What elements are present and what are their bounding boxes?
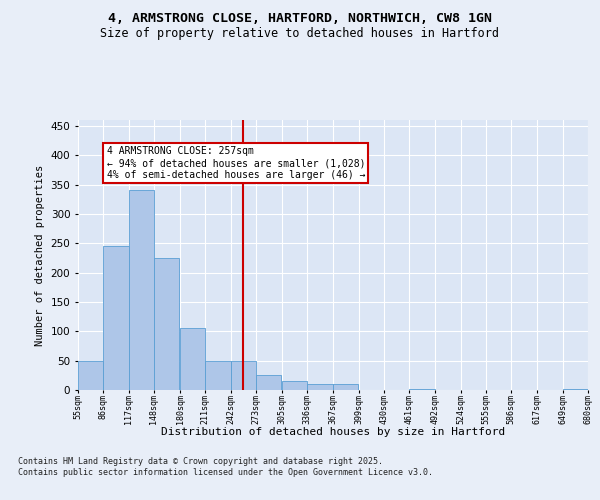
Text: 4 ARMSTRONG CLOSE: 257sqm
← 94% of detached houses are smaller (1,028)
4% of sem: 4 ARMSTRONG CLOSE: 257sqm ← 94% of detac… xyxy=(107,146,365,180)
Bar xyxy=(332,384,358,390)
Bar xyxy=(256,376,281,390)
Bar xyxy=(180,328,205,390)
Text: Contains HM Land Registry data © Crown copyright and database right 2025.
Contai: Contains HM Land Registry data © Crown c… xyxy=(18,458,433,477)
Bar xyxy=(563,389,588,390)
Bar xyxy=(282,381,307,390)
Bar xyxy=(103,246,128,390)
Bar xyxy=(409,389,434,390)
Y-axis label: Number of detached properties: Number of detached properties xyxy=(35,164,45,346)
Bar xyxy=(205,360,230,390)
Text: 4, ARMSTRONG CLOSE, HARTFORD, NORTHWICH, CW8 1GN: 4, ARMSTRONG CLOSE, HARTFORD, NORTHWICH,… xyxy=(108,12,492,26)
Text: Size of property relative to detached houses in Hartford: Size of property relative to detached ho… xyxy=(101,28,499,40)
Bar xyxy=(154,258,179,390)
Bar xyxy=(78,360,103,390)
Bar xyxy=(307,384,332,390)
Bar xyxy=(230,360,256,390)
Bar xyxy=(128,190,154,390)
X-axis label: Distribution of detached houses by size in Hartford: Distribution of detached houses by size … xyxy=(161,427,505,437)
